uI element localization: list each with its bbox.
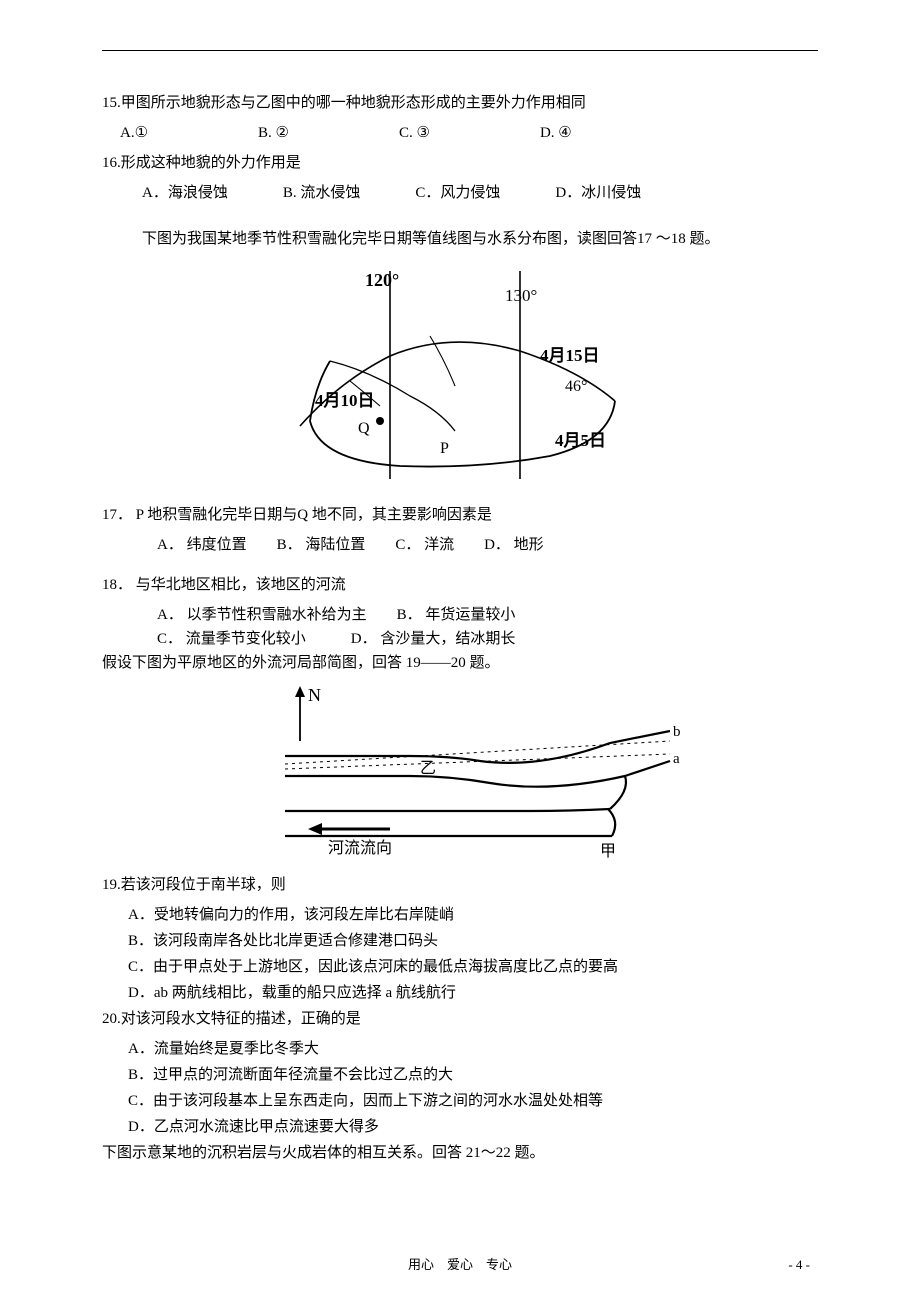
q15-options: A.① B. ② C. ③ D. ④ (102, 121, 818, 145)
footer-page: - 4 - (788, 1255, 810, 1276)
map1-date10: 4月10日 (315, 391, 375, 410)
q19-optD: D．ab 两航线相比，载重的船只应选择 a 航线航行 (102, 981, 818, 1005)
map1-lon120: 120° (365, 270, 399, 290)
q19-text: 19.若该河段位于南半球，则 (102, 873, 818, 897)
q18-optCD: C． 流量季节变化较小 D． 含沙量大，结冰期长 (102, 627, 818, 651)
map1-lat46: 46° (565, 378, 587, 395)
intro-19-20: 假设下图为平原地区的外流河局部简图，回答 19——20 题。 (102, 651, 818, 675)
map1-lon130: 130° (505, 286, 537, 305)
q19-optB: B．该河段南岸各处比北岸更适合修建港口码头 (102, 929, 818, 953)
map1-date5: 4月5日 (555, 431, 606, 450)
q16-optA: A．海浪侵蚀 (142, 181, 228, 205)
q16-options: A．海浪侵蚀 B. 流水侵蚀 C．风力侵蚀 D．冰川侵蚀 (102, 181, 818, 205)
q20-optB: B．过甲点的河流断面年径流量不会比过乙点的大 (102, 1063, 818, 1087)
q15-text: 15.甲图所示地貌形态与乙图中的哪一种地貌形态形成的主要外力作用相同 (102, 91, 818, 115)
q19-optC: C．由于甲点处于上游地区，因此该点河床的最低点海拔高度比乙点的要高 (102, 955, 818, 979)
q18-optAB: A． 以季节性积雪融水补给为主 B． 年货运量较小 (102, 603, 818, 627)
figure-map2: N 乙 a b 甲 河流流向 (102, 681, 818, 861)
q17-text: 17． P 地积雪融化完毕日期与Q 地不同，其主要影响因素是 (102, 503, 818, 527)
map1-date15: 4月15日 (540, 346, 600, 365)
map2-a: a (673, 751, 680, 767)
q20-optA: A．流量始终是夏季比冬季大 (102, 1037, 818, 1061)
q17-options: A． 纬度位置 B． 海陆位置 C． 洋流 D． 地形 (102, 533, 818, 557)
map2-flow: 河流流向 (328, 839, 392, 857)
q20-optC: C．由于该河段基本上呈东西走向，因而上下游之间的河水水温处处相等 (102, 1089, 818, 1113)
q15-optD: D. ④ (540, 121, 572, 145)
q20-optD: D．乙点河水流速比甲点流速要大得多 (102, 1115, 818, 1139)
map2-N: N (308, 685, 321, 705)
page-footer: 用心 爱心 专心 - 4 - (0, 1255, 920, 1276)
footer-center: 用心 爱心 专心 (408, 1257, 512, 1272)
map2-Z: 乙 (420, 760, 436, 777)
q16-text: 16.形成这种地貌的外力作用是 (102, 151, 818, 175)
map1-Q: Q (358, 420, 370, 437)
q15-optA: A.① (120, 121, 148, 145)
q19-optA: A．受地转偏向力的作用，该河段左岸比右岸陡峭 (102, 903, 818, 927)
map2-jia: 甲 (600, 843, 616, 860)
intro-21-22: 下图示意某地的沉积岩层与火成岩体的相互关系。回答 21～22 题。 (102, 1141, 818, 1165)
q16-optC: C．风力侵蚀 (415, 181, 500, 205)
q18-text: 18． 与华北地区相比，该地区的河流 (102, 573, 818, 597)
map1-P: P (440, 440, 449, 457)
map2-b: b (673, 724, 681, 740)
q16-optB: B. 流水侵蚀 (283, 181, 361, 205)
q15-optB: B. ② (258, 121, 289, 145)
intro-17-18: 下图为我国某地季节性积雪融化完毕日期等值线图与水系分布图，读图回答17 ～18 … (102, 227, 818, 251)
q15-optC: C. ③ (399, 121, 430, 145)
figure-map1: 120° 130° 4月15日 46° 4月10日 4月5日 Q P (102, 261, 818, 491)
q16-optD: D．冰川侵蚀 (555, 181, 641, 205)
q20-text: 20.对该河段水文特征的描述，正确的是 (102, 1007, 818, 1031)
